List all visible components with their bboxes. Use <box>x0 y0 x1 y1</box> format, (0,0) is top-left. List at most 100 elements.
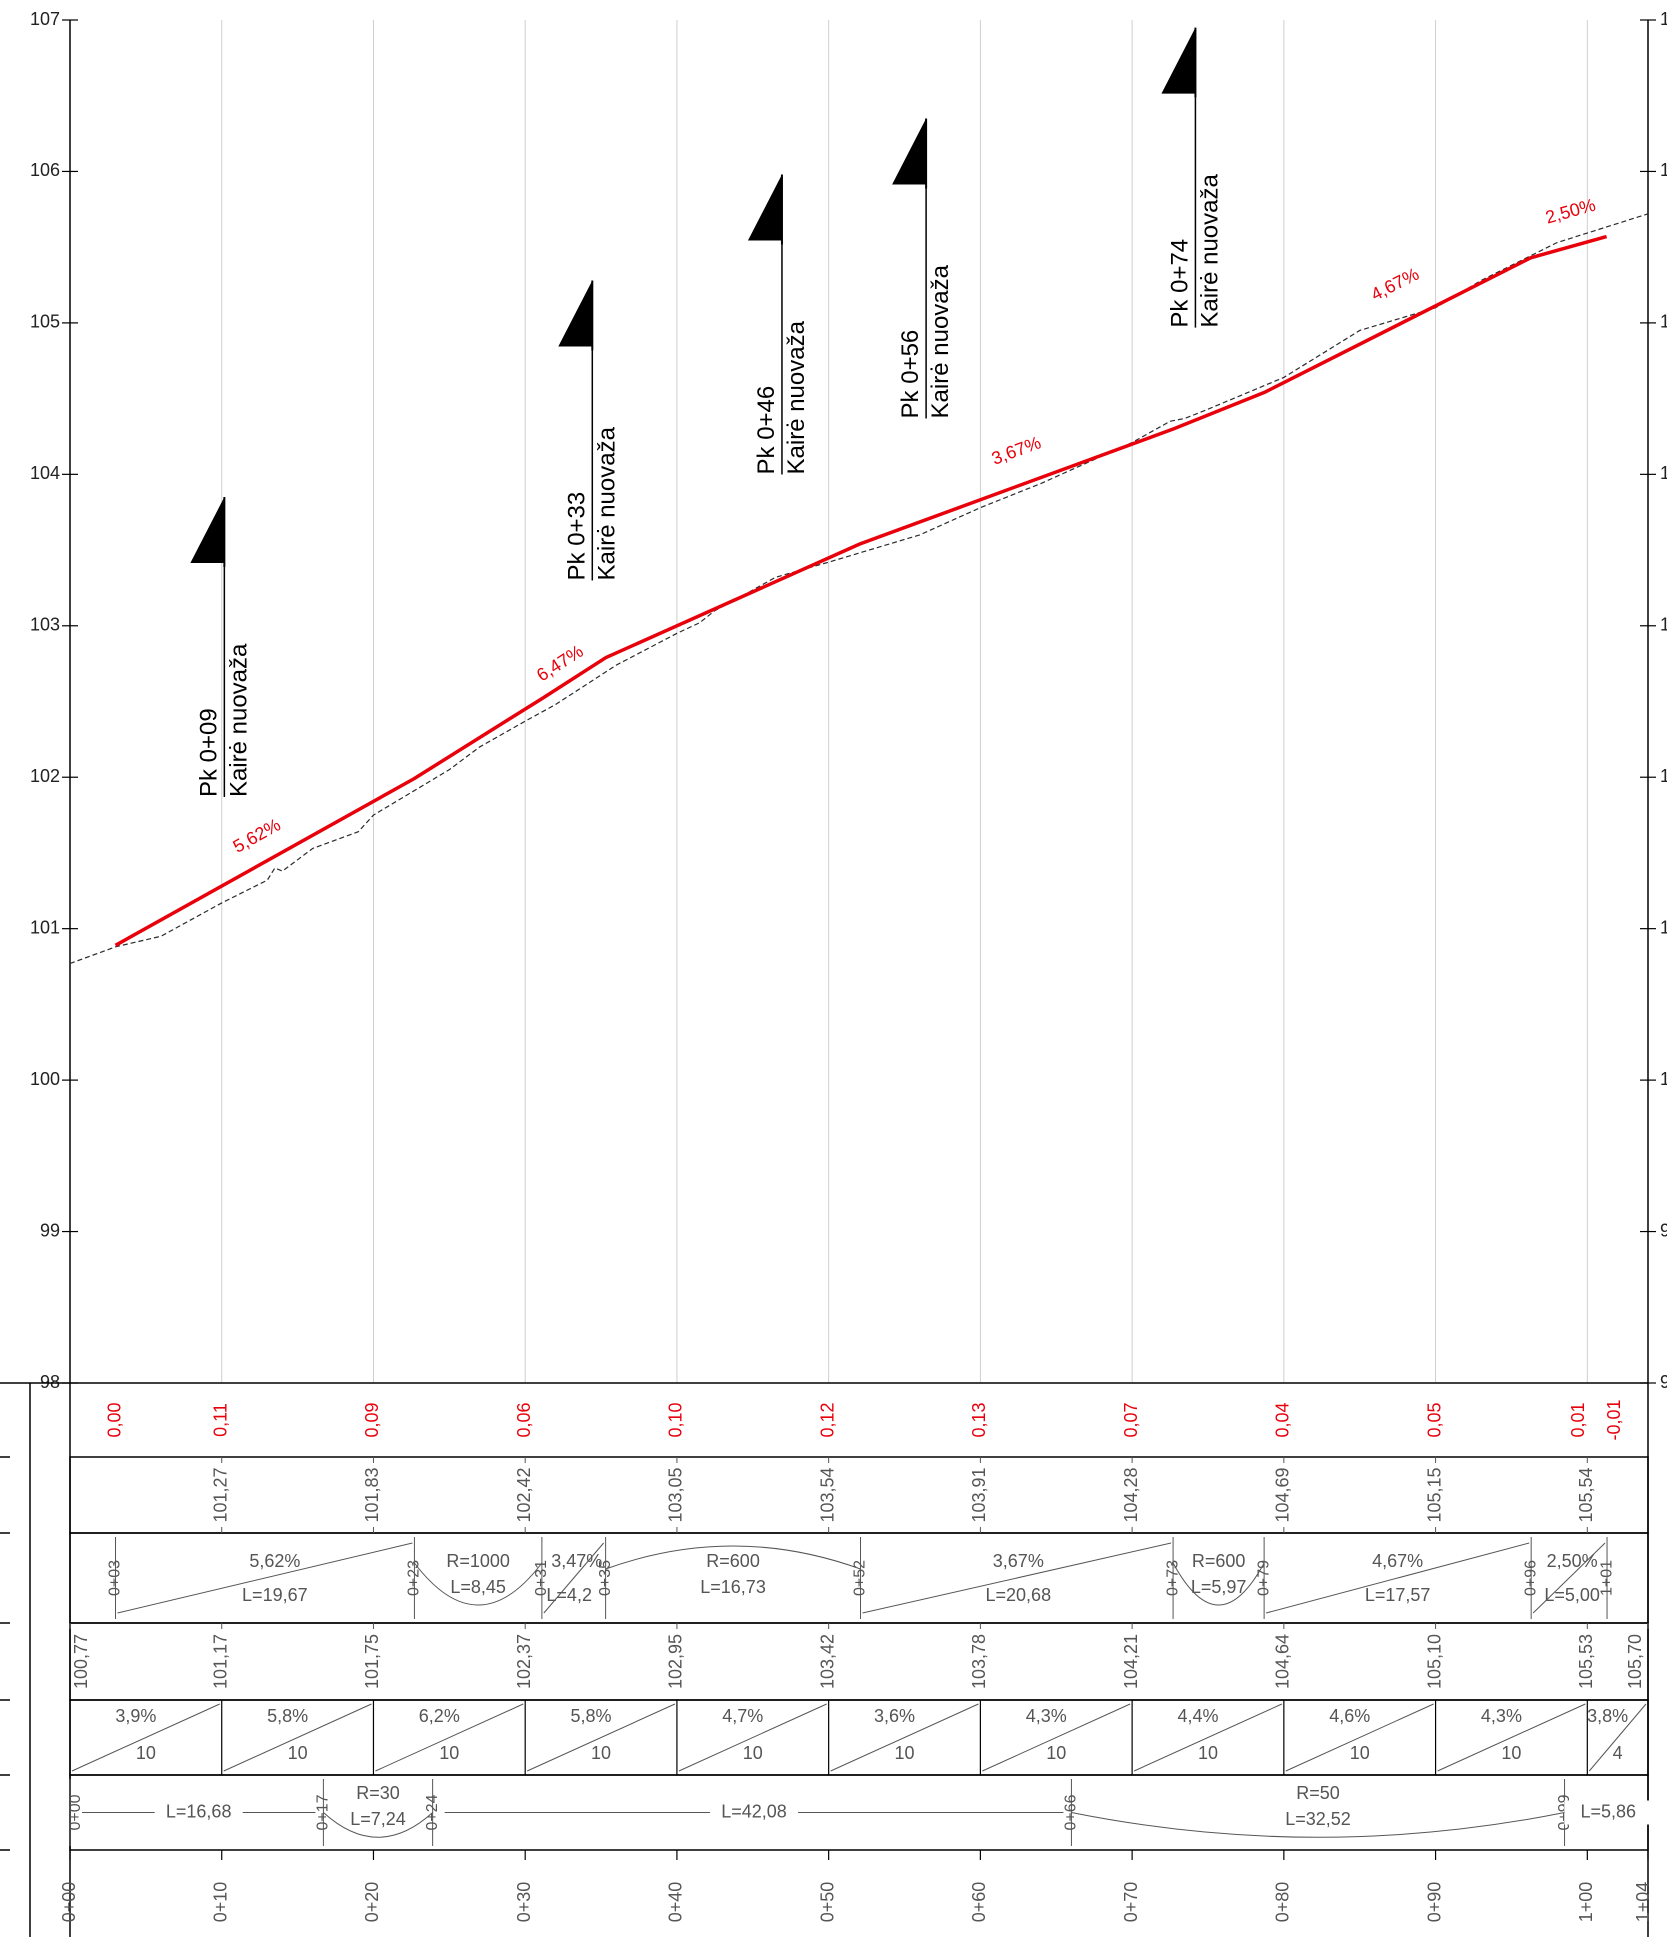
vertical-curve-length: L=16,73 <box>700 1577 766 1597</box>
depth-value: 0,11 <box>210 1403 230 1437</box>
y-tick-label-right: 106 <box>1660 160 1667 180</box>
y-tick-label: 101 <box>30 917 60 937</box>
marker-side-label: Kairė nuovaža <box>1196 173 1223 327</box>
y-tick-label-right: 104 <box>1660 463 1667 483</box>
marker-flag-icon <box>190 497 225 564</box>
y-tick-label: 107 <box>30 9 60 29</box>
ground-elev-value: 105,53 <box>1576 1634 1596 1689</box>
station-label: 1+04 <box>1633 1882 1653 1923</box>
y-tick-label: 106 <box>30 160 60 180</box>
horizontal-station-label: 0+66 <box>1063 1794 1080 1830</box>
depth-value: 0,09 <box>362 1402 382 1437</box>
vertical-grade-line <box>117 1542 413 1614</box>
y-tick-label: 103 <box>30 615 60 635</box>
ground-grade-line <box>1437 1703 1586 1772</box>
ground-grade-line <box>830 1703 979 1772</box>
ground-grade-length: 10 <box>288 1743 308 1763</box>
station-label: 0+40 <box>666 1882 686 1923</box>
ground-grade-label: 4,3% <box>1481 1706 1522 1726</box>
depth-value: 0,07 <box>1121 1402 1141 1437</box>
vertical-station-label: 0+52 <box>852 1560 869 1596</box>
y-tick-label-right: 99 <box>1660 1220 1667 1240</box>
vertical-length-label: L=19,67 <box>242 1585 308 1605</box>
vertical-station-label: 0+96 <box>1522 1560 1539 1596</box>
horizontal-label-bg <box>154 1800 243 1825</box>
ground-grade-line <box>982 1703 1131 1772</box>
ground-elev-value: 104,21 <box>1121 1634 1141 1689</box>
y-tick-label-right: 103 <box>1660 615 1667 635</box>
horizontal-curve-arc <box>323 1812 433 1838</box>
marker-pk-label: Pk 0+56 <box>897 330 924 419</box>
y-tick-label-right: 101 <box>1660 917 1667 937</box>
vertical-curve-arc <box>1172 1562 1265 1606</box>
horizontal-straight-length: L=5,86 <box>1580 1801 1636 1821</box>
vertical-station-label: 0+35 <box>597 1560 614 1596</box>
horizontal-curve-length: L=7,24 <box>350 1809 406 1829</box>
marker-flag-icon <box>558 280 593 347</box>
ground-grade-label: 5,8% <box>571 1706 612 1726</box>
horizontal-straight-length: L=42,08 <box>721 1801 787 1821</box>
vertical-station-label: 1+01 <box>1598 1560 1615 1596</box>
grade-label: 3,67% <box>989 432 1044 468</box>
y-tick-label-right: 107 <box>1660 9 1667 29</box>
vertical-grade-label: 2,50% <box>1547 1551 1598 1571</box>
station-label: 0+00 <box>59 1882 79 1923</box>
ground-elev-value: 101,17 <box>210 1634 230 1689</box>
horizontal-station-label: 0+00 <box>67 1794 84 1830</box>
ground-grade-line <box>71 1703 220 1772</box>
vertical-length-label: L=20,68 <box>986 1585 1052 1605</box>
ground-grade-label: 3,8% <box>1587 1706 1628 1726</box>
station-label: 0+70 <box>1121 1882 1141 1923</box>
design-elev-value: 102,42 <box>514 1467 534 1522</box>
ground-elev-value: 101,75 <box>362 1634 382 1689</box>
vertical-grade-line <box>543 1542 604 1614</box>
y-tick-label: 104 <box>30 463 60 483</box>
marker-side-label: Kairė nuovaža <box>225 643 252 797</box>
y-tick-label: 102 <box>30 766 60 786</box>
y-tick-label-right: 98 <box>1660 1372 1667 1392</box>
ground-elev-value: 104,64 <box>1273 1634 1293 1689</box>
depth-value: 0,00 <box>104 1402 124 1437</box>
horizontal-label-bg <box>1564 1800 1653 1825</box>
horizontal-curve-radius: R=30 <box>356 1783 400 1803</box>
ground-grade-length: 10 <box>1501 1743 1521 1763</box>
depth-value: 0,05 <box>1424 1402 1444 1437</box>
vertical-curve-radius: R=600 <box>706 1551 760 1571</box>
horizontal-station-label: 0+17 <box>315 1794 332 1830</box>
ground-grade-length: 10 <box>1046 1743 1066 1763</box>
ground-grade-label: 4,6% <box>1329 1706 1370 1726</box>
ground-grade-length: 10 <box>1350 1743 1370 1763</box>
vertical-station-label: 0+79 <box>1255 1560 1272 1596</box>
vertical-station-label: 0+23 <box>406 1560 423 1596</box>
depth-value: 0,12 <box>817 1402 837 1437</box>
grade-label: 6,47% <box>533 641 587 685</box>
table-row-box <box>69 1456 1649 1534</box>
ground-grade-length: 10 <box>743 1743 763 1763</box>
horizontal-label-bg <box>710 1800 799 1825</box>
y-tick-label: 98 <box>40 1372 60 1392</box>
ground-grade-label: 4,7% <box>722 1706 763 1726</box>
vertical-curve-radius: R=600 <box>1192 1551 1246 1571</box>
marker-pk-label: Pk 0+46 <box>753 386 780 475</box>
station-label: 0+80 <box>1273 1882 1293 1923</box>
vertical-station-label: 0+73 <box>1164 1560 1181 1596</box>
design-elev-value: 105,54 <box>1576 1467 1596 1522</box>
ground-grade-label: 4,4% <box>1177 1706 1218 1726</box>
ground-grade-line <box>1588 1703 1647 1772</box>
table-row-box <box>69 1622 1649 1701</box>
depth-value: 0,13 <box>969 1402 989 1437</box>
design-elev-value: 104,69 <box>1273 1467 1293 1522</box>
design-elev-value: 104,28 <box>1121 1467 1141 1522</box>
vertical-station-label: 0+03 <box>107 1560 124 1596</box>
marker-pk-label: Pk 0+74 <box>1166 239 1193 328</box>
marker-flag-icon <box>1161 27 1196 94</box>
vertical-grade-line <box>862 1542 1172 1614</box>
grade-label: 2,50% <box>1543 195 1598 228</box>
design-profile-line <box>114 234 1608 947</box>
station-label: 0+10 <box>210 1882 230 1923</box>
ground-elev-value: 102,37 <box>514 1634 534 1689</box>
marker-side-label: Kairė nuovaža <box>927 264 954 418</box>
vertical-grade-line <box>1265 1542 1530 1614</box>
design-elev-value: 103,05 <box>666 1467 686 1522</box>
vertical-grade-line <box>1532 1542 1606 1614</box>
